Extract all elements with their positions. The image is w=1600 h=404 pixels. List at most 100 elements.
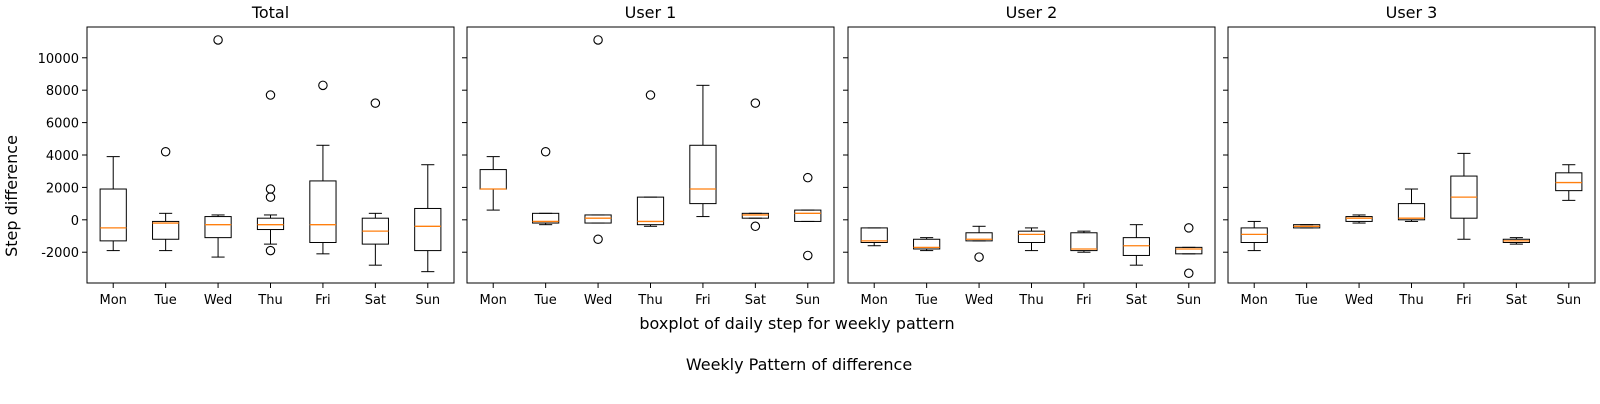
- x-tick-label: Mon: [480, 293, 507, 308]
- outlier-point: [160, 147, 171, 157]
- box-sun: [1555, 164, 1583, 201]
- x-tick-label: Tue: [915, 293, 938, 308]
- iqr-box: [794, 209, 822, 222]
- iqr-box: [152, 220, 180, 240]
- x-tick-label: Sun: [415, 293, 440, 308]
- x-tick-label: Wed: [965, 293, 993, 308]
- y-tick-label: 10000: [38, 52, 79, 67]
- y-tick-label: 8000: [46, 84, 79, 99]
- iqr-box: [860, 227, 888, 243]
- outlier-point: [1184, 268, 1194, 279]
- x-tick-label: Mon: [861, 293, 888, 308]
- box-sun: [414, 164, 442, 273]
- y-tick-label: 0: [71, 214, 79, 229]
- outlier-point: [593, 234, 603, 245]
- iqr-box: [99, 188, 127, 242]
- outlier-point: [645, 90, 656, 100]
- iqr-box: [741, 212, 769, 219]
- box-sat: [361, 98, 389, 266]
- box-thu: [1397, 188, 1426, 222]
- x-tick-label: Fri: [1456, 293, 1472, 308]
- axes-frame: [847, 26, 1216, 284]
- box-mon: [1240, 220, 1268, 252]
- iqr-box: [479, 169, 507, 190]
- outlier-point: [265, 192, 276, 202]
- x-tick-label: Fri: [695, 293, 711, 308]
- box-fri: [689, 84, 717, 218]
- outlier-point: [318, 80, 328, 91]
- box-tue: [152, 147, 180, 252]
- iqr-box: [1175, 246, 1203, 255]
- x-tick-label: Tue: [154, 293, 177, 308]
- x-axis-label: boxplot of daily step for weekly pattern: [639, 314, 954, 333]
- box-fri: [1450, 152, 1478, 240]
- subplot-title: Total: [251, 3, 289, 22]
- y-axis-label: Step difference: [2, 135, 21, 257]
- outlier-point: [593, 35, 603, 45]
- x-tick-label: Sun: [1176, 293, 1201, 308]
- subplot-2: User 1 Mon Tue Wed Thu Fri Sat Sun: [462, 3, 835, 308]
- iqr-box: [584, 214, 612, 224]
- x-tick-label: Wed: [204, 293, 232, 308]
- box-sun: [794, 172, 822, 261]
- x-tick-label: Mon: [100, 293, 127, 308]
- subplot-4: User 3 Mon Tue Wed Thu Fri Sat Sun: [1223, 3, 1596, 308]
- box-sat: [1122, 224, 1150, 266]
- x-tick-label: Sat: [365, 293, 386, 308]
- y-tick-label: 2000: [46, 181, 79, 196]
- x-tick-label: Tue: [534, 293, 557, 308]
- box-thu: [1017, 227, 1046, 252]
- iqr-box: [1397, 203, 1426, 221]
- outlier-point: [803, 250, 813, 261]
- x-tick-label: Sat: [1506, 293, 1527, 308]
- x-tick-label: Mon: [1241, 293, 1268, 308]
- x-tick-label: Fri: [1076, 293, 1092, 308]
- x-tick-label: Wed: [1345, 293, 1373, 308]
- box-tue: [532, 147, 560, 226]
- box-thu: [256, 90, 285, 256]
- y-tick-label: -2000: [41, 246, 79, 261]
- x-tick-label: Thu: [1018, 293, 1043, 308]
- x-tick-label: Thu: [637, 293, 662, 308]
- iqr-box: [204, 216, 232, 239]
- box-sat: [741, 98, 769, 232]
- subplot-title: User 3: [1386, 3, 1438, 22]
- subplot-1: Total -2000 0 2000 4000 6000 8000 10000 Mon Tue We…: [38, 3, 455, 308]
- iqr-box: [689, 144, 717, 205]
- outlier-point: [803, 172, 813, 183]
- x-tick-label: Thu: [257, 293, 282, 308]
- x-tick-label: Tue: [1295, 293, 1318, 308]
- iqr-box: [256, 217, 285, 231]
- outlier-point: [265, 184, 276, 194]
- iqr-box: [1240, 227, 1268, 243]
- box-mon: [860, 227, 888, 247]
- box-sat: [1502, 237, 1530, 245]
- subplot-3: User 2 Mon Tue Wed Thu Fri Sat Sun: [843, 3, 1216, 308]
- outlier-point: [750, 98, 761, 108]
- iqr-box: [1070, 232, 1098, 252]
- iqr-box: [1345, 216, 1373, 222]
- outlier-point: [370, 98, 381, 108]
- iqr-box: [1122, 237, 1150, 256]
- x-tick-label: Sun: [1556, 293, 1581, 308]
- box-sun: [1175, 223, 1203, 279]
- iqr-box: [1555, 172, 1583, 192]
- iqr-box: [913, 238, 941, 250]
- box-fri: [1070, 230, 1098, 253]
- subplot-panels: Total -2000 0 2000 4000 6000 8000 10000 Mon Tue We…: [38, 3, 1596, 308]
- box-tue: [913, 237, 941, 252]
- iqr-box: [636, 196, 665, 226]
- outlier-point: [265, 245, 276, 256]
- x-tick-label: Sat: [1126, 293, 1147, 308]
- box-thu: [636, 90, 665, 227]
- box-wed: [584, 35, 612, 245]
- iqr-box: [309, 180, 337, 243]
- x-tick-label: Fri: [315, 293, 331, 308]
- iqr-box: [532, 212, 560, 224]
- iqr-box: [1017, 230, 1046, 243]
- outlier-point: [213, 35, 223, 45]
- outlier-point: [540, 147, 551, 157]
- x-tick-label: Wed: [584, 293, 612, 308]
